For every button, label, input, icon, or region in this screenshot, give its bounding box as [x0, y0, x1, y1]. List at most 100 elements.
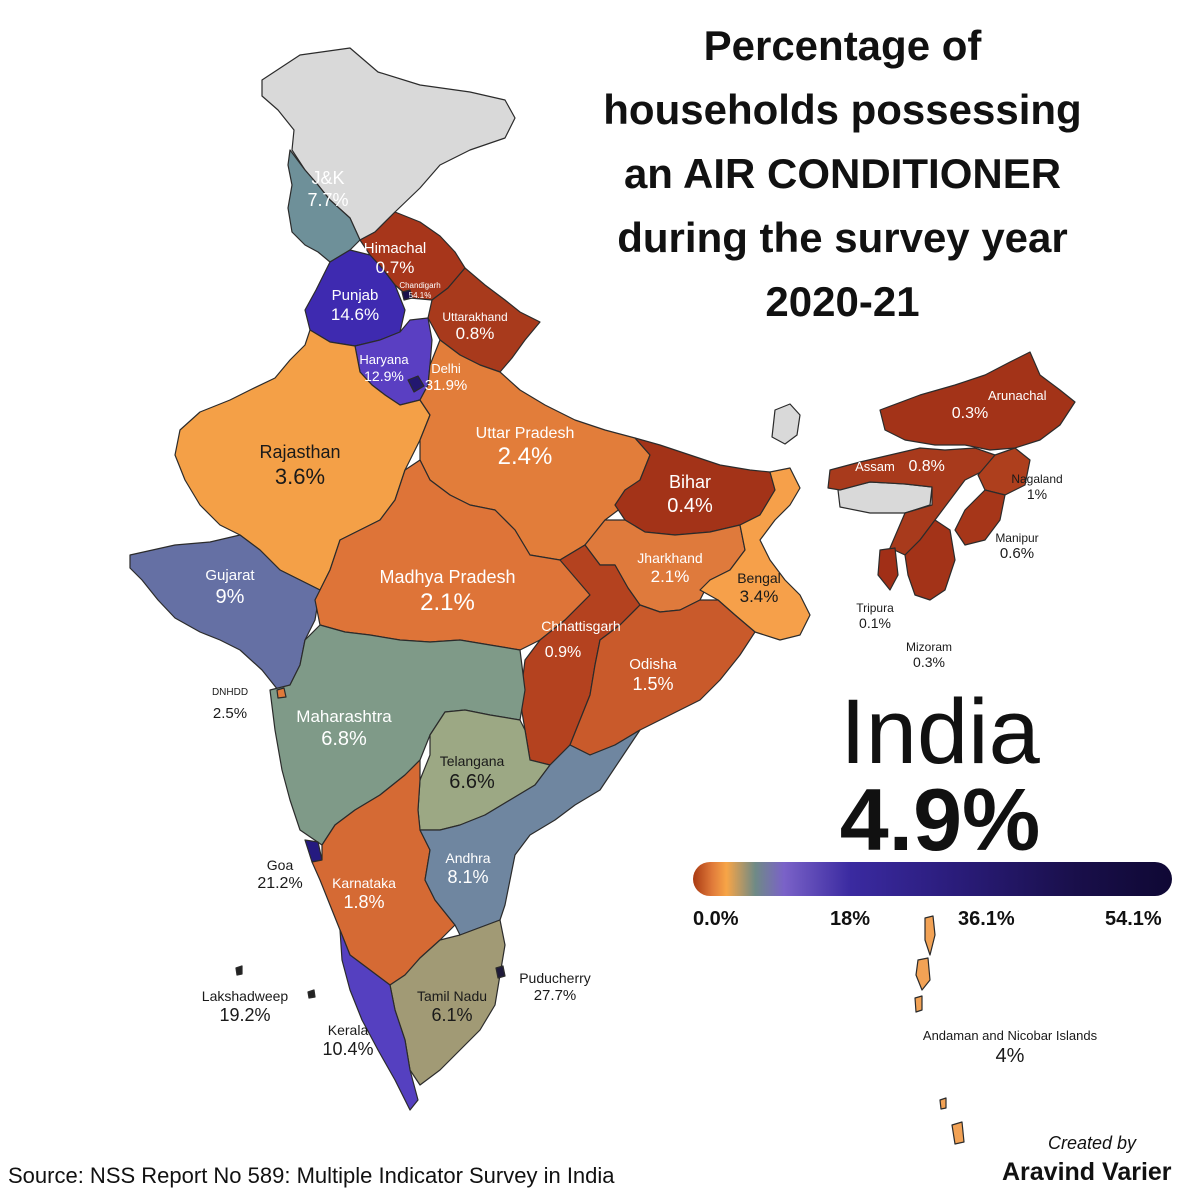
region-value: 0.4% — [667, 494, 713, 517]
label-haryana: Haryana 12.9% — [352, 352, 416, 384]
region-value: 2.5% — [212, 705, 248, 722]
region-name: Kerala — [327, 1022, 369, 1038]
region-kerala — [339, 929, 419, 1111]
label-jk: J&K 7.7% — [300, 168, 356, 211]
label-dnhdd: DNHDD 2.5% — [200, 687, 260, 723]
label-manipur: Manipur 0.6% — [985, 531, 1049, 563]
label-andhra: Andhra 8.1% — [430, 850, 506, 888]
label-rajasthan: Rajasthan 3.6% — [240, 442, 360, 490]
region-value: 0.8% — [908, 458, 945, 475]
india-label: India — [840, 681, 1040, 783]
region-name: Andaman and Nicobar Islands — [922, 1028, 1098, 1043]
region-ladakh-nodata — [261, 47, 516, 241]
region-name: Manipur — [995, 531, 1039, 545]
region-andaman-2 — [915, 957, 931, 991]
map-title: Percentage of households possessing an A… — [585, 14, 1100, 334]
region-name: Karnataka — [332, 875, 396, 891]
author-name: Aravind Varier — [1002, 1158, 1172, 1186]
region-value: 7.7% — [307, 189, 349, 210]
title-line: 2020-21 — [765, 278, 920, 325]
region-name: Nagaland — [1011, 472, 1063, 486]
label-punjab: Punjab 14.6% — [320, 287, 390, 325]
region-name: Arunachal — [988, 388, 1047, 403]
region-name: Chandigarh — [399, 281, 441, 290]
label-andaman: Andaman and Nicobar Islands 4% — [905, 1028, 1115, 1068]
region-name: Punjab — [331, 287, 379, 304]
region-value: 2.1% — [650, 566, 690, 586]
region-value: 2.1% — [420, 588, 475, 616]
region-value: 1.8% — [343, 891, 385, 912]
legend-tick-max: 54.1% — [1105, 908, 1162, 930]
legend-color-scale — [693, 862, 1172, 896]
region-value: 6.8% — [321, 728, 367, 751]
region-value: 12.9% — [364, 367, 404, 384]
label-uttarakhand: Uttarakhand 0.8% — [435, 310, 515, 345]
region-name: Himachal — [363, 240, 427, 257]
region-name: Uttarakhand — [442, 310, 508, 324]
region-name: Mizoram — [905, 640, 952, 654]
region-name: Delhi — [431, 361, 461, 376]
region-name: Goa — [266, 857, 294, 873]
region-chandigarh — [401, 289, 413, 301]
region-value: 1% — [1026, 486, 1048, 503]
legend-tick-36: 36.1% — [958, 908, 1015, 930]
region-bengal — [699, 467, 811, 641]
label-uttar-pradesh: Uttar Pradesh 2.4% — [465, 424, 585, 472]
label-gujarat: Gujarat 9% — [190, 567, 270, 609]
label-tamil-nadu: Tamil Nadu 6.1% — [408, 988, 496, 1026]
region-name: Uttar Pradesh — [475, 425, 575, 442]
region-value: 6.1% — [431, 1004, 473, 1025]
legend-tick-18: 18% — [830, 908, 871, 930]
region-value: 0.1% — [859, 615, 891, 632]
label-kerala: Kerala 10.4% — [310, 1022, 386, 1060]
label-chandigarh: Chandigarh 54.1% — [395, 281, 445, 300]
region-value: 54.1% — [408, 290, 432, 300]
region-value: 4% — [995, 1044, 1025, 1067]
region-manipur — [954, 489, 1006, 546]
label-delhi: Delhi 31.9% — [418, 361, 474, 395]
label-bihar: Bihar 0.4% — [650, 472, 730, 518]
label-mizoram: Mizoram 0.3% — [896, 640, 962, 671]
title-line: during the survey year — [617, 214, 1068, 261]
region-name: Bihar — [668, 472, 712, 492]
label-tripura: Tripura 0.1% — [845, 601, 905, 632]
region-value: 3.6% — [274, 463, 326, 489]
region-nagaland — [977, 447, 1031, 496]
title-line: households possessing — [603, 86, 1082, 133]
region-value: 0.6% — [999, 545, 1035, 563]
region-value: 6.6% — [449, 770, 495, 793]
region-value: 9% — [215, 586, 245, 608]
region-andaman-4 — [939, 1097, 947, 1110]
region-value: 0.3% — [913, 654, 945, 671]
india-value: 4.9% — [839, 770, 1041, 869]
region-delhi — [407, 375, 425, 393]
region-value: 21.2% — [257, 874, 303, 892]
title-line: Percentage of — [703, 22, 982, 69]
region-name: Bengal — [737, 570, 781, 586]
region-name: Assam — [855, 459, 895, 474]
region-name: Telangana — [439, 753, 505, 769]
region-andaman-5 — [951, 1121, 965, 1145]
region-lakshadweep-1 — [235, 965, 243, 976]
region-name: Odisha — [629, 656, 677, 673]
label-himachal: Himachal 0.7% — [355, 240, 435, 278]
label-maharashtra: Maharashtra 6.8% — [282, 707, 406, 751]
region-value: 2.4% — [497, 443, 553, 471]
label-madhya-pradesh: Madhya Pradesh 2.1% — [365, 567, 530, 617]
region-sikkim-nodata — [771, 403, 801, 445]
label-chhattisgarh: Chhattisgarh 0.9% — [536, 618, 626, 662]
region-name: Puducherry — [519, 970, 591, 986]
region-arunachal — [879, 351, 1076, 451]
label-jharkhand: Jharkhand 2.1% — [628, 550, 712, 587]
region-lakshadweep-2 — [307, 989, 316, 999]
region-odisha — [569, 599, 756, 756]
region-value: 19.2% — [219, 1004, 271, 1025]
region-name: DNHDD — [211, 687, 249, 698]
label-lakshadweep: Lakshadweep 19.2% — [190, 988, 300, 1026]
created-by-label: Created by — [1048, 1133, 1137, 1153]
label-telangana: Telangana 6.6% — [432, 753, 512, 794]
region-name: Madhya Pradesh — [379, 567, 516, 587]
region-name: Rajasthan — [259, 442, 341, 462]
region-value: 0.9% — [544, 643, 582, 661]
